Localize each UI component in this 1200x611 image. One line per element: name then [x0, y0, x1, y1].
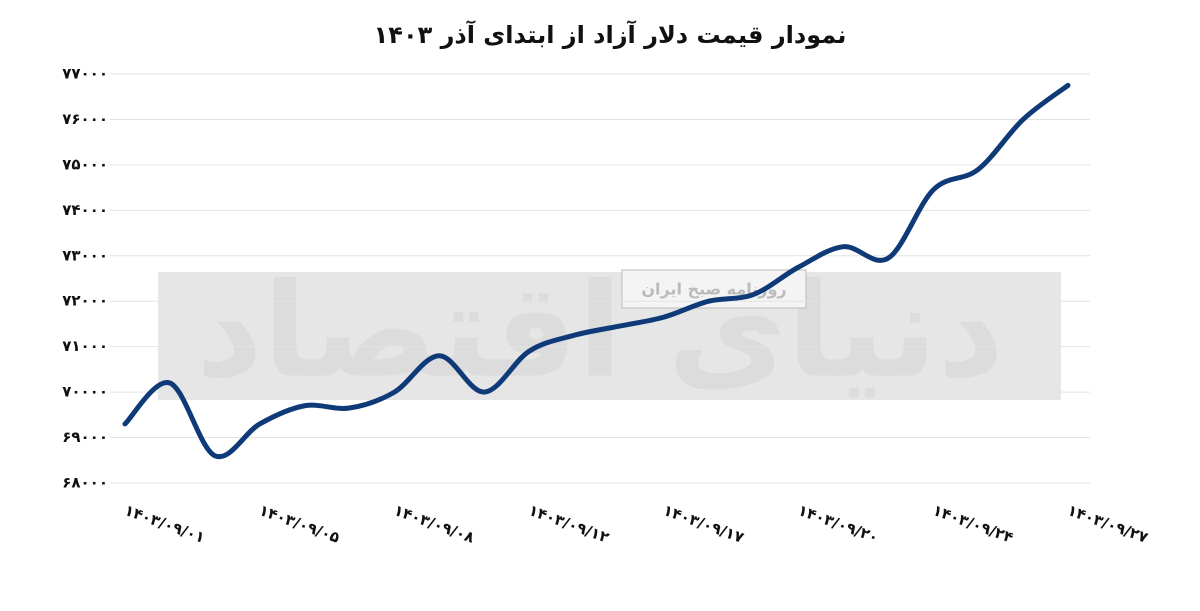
watermark-band: [158, 272, 1061, 400]
y-tick-label: ۷۳۰۰۰: [62, 246, 108, 264]
y-tick-label: ۷۴۰۰۰: [62, 201, 108, 219]
line-series: [122, 82, 1071, 460]
y-tick-label: ۷۷۰۰۰: [62, 65, 108, 83]
y-tick-label: ۷۶۰۰۰: [62, 110, 108, 128]
x-tick-label: ۱۴۰۳/۰۹/۰۱: [122, 501, 207, 547]
x-tick-label: ۱۴۰۳/۰۹/۲۰: [796, 501, 881, 547]
x-tick-label: ۱۴۰۳/۰۹/۲۷: [1065, 501, 1150, 547]
x-tick-label: ۱۴۰۳/۰۹/۰۵: [257, 501, 342, 547]
y-tick-label: ۷۵۰۰۰: [62, 155, 108, 173]
y-tick-label: ۶۹۰۰۰: [62, 428, 108, 446]
y-tick-label: ۷۰۰۰۰: [62, 383, 108, 401]
x-tick-label: ۱۴۰۳/۰۹/۰۸: [392, 501, 477, 547]
y-tick-label: ۷۱۰۰۰: [62, 337, 108, 355]
y-tick-label: ۷۲۰۰۰: [62, 292, 108, 310]
y-tick-label: ۶۸۰۰۰: [62, 474, 108, 492]
x-tick-label: ۱۴۰۳/۰۹/۱۷: [661, 501, 746, 547]
chart-title: نمودار قیمت دلار آزاد از ابتدای آذر ۱۴۰۳: [374, 20, 847, 49]
x-tick-label: ۱۴۰۳/۰۹/۱۲: [526, 501, 611, 547]
x-tick-label: ۱۴۰۳/۰۹/۲۴: [930, 501, 1015, 547]
